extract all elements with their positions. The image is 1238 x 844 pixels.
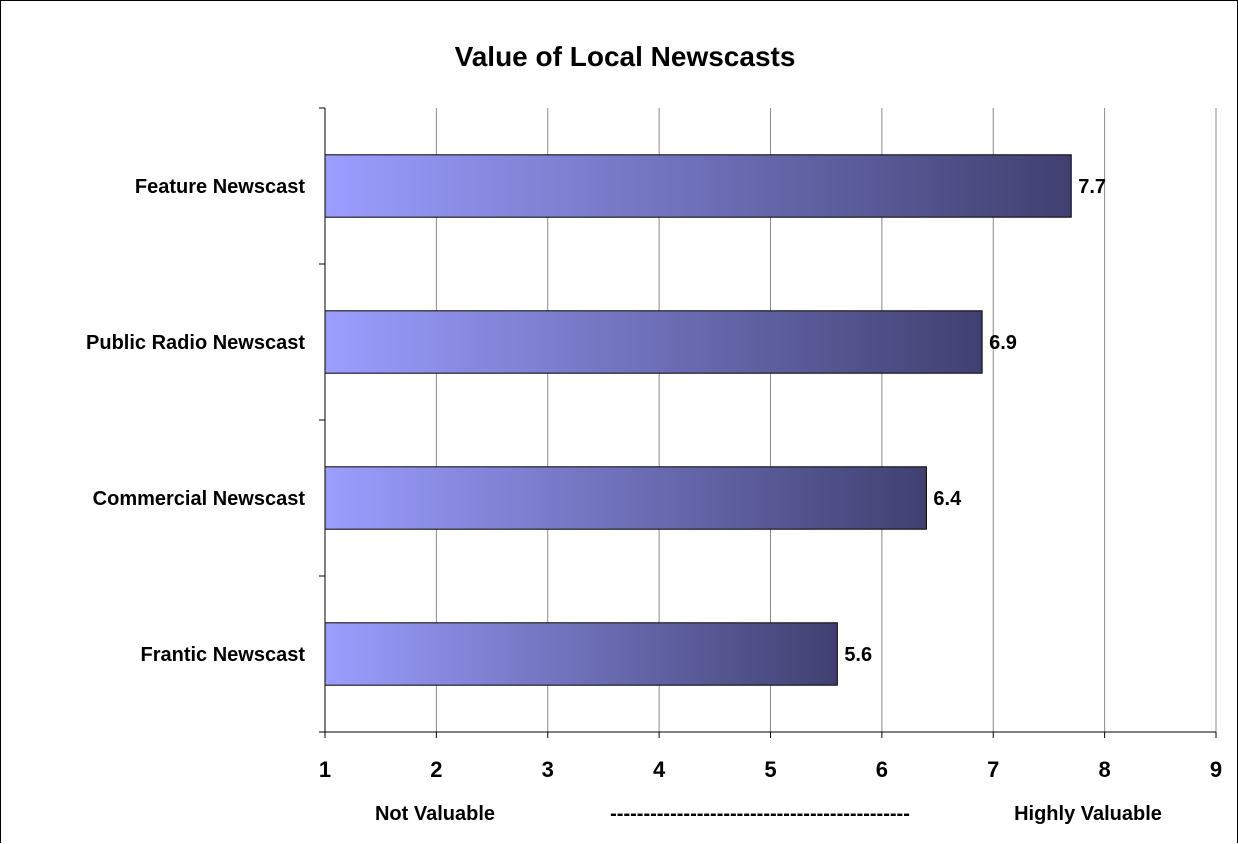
x-axis-label-right: Highly Valuable — [1014, 803, 1162, 825]
x-tick-label-1: 1 — [319, 757, 331, 782]
x-tick-label-5: 5 — [764, 757, 776, 782]
data-label-2: 6.9 — [989, 332, 1017, 354]
bar-2 — [324, 310, 983, 374]
category-label-4: Frantic Newscast — [140, 644, 305, 666]
x-tick-label-4: 4 — [653, 757, 666, 782]
labels: 7.7 Feature Newscast 6.9 Public Radio Newsc… — [86, 176, 1222, 782]
bar-3 — [324, 466, 927, 530]
x-tick-label-9: 9 — [1210, 757, 1222, 782]
data-label-1: 7.7 — [1078, 176, 1106, 198]
axes — [319, 107, 1217, 738]
bars — [324, 154, 1072, 686]
bar-4 — [324, 622, 838, 686]
x-tick-label-6: 6 — [876, 757, 888, 782]
chart-title: Value of Local Newscasts — [455, 41, 796, 72]
x-tick-label-3: 3 — [542, 757, 554, 782]
category-label-3: Commercial Newscast — [93, 488, 306, 510]
x-tick-label-7: 7 — [987, 757, 999, 782]
x-tick-label-8: 8 — [1099, 757, 1111, 782]
category-label-2: Public Radio Newscast — [86, 332, 305, 354]
category-label-1: Feature Newscast — [135, 176, 305, 198]
x-tick-label-2: 2 — [430, 757, 442, 782]
data-label-4: 5.6 — [844, 644, 872, 666]
bar-1 — [324, 154, 1072, 218]
data-label-3: 6.4 — [933, 488, 962, 510]
x-axis-label-middle: ----------------------------------------… — [610, 803, 910, 825]
x-axis-label-left: Not Valuable — [375, 803, 495, 825]
